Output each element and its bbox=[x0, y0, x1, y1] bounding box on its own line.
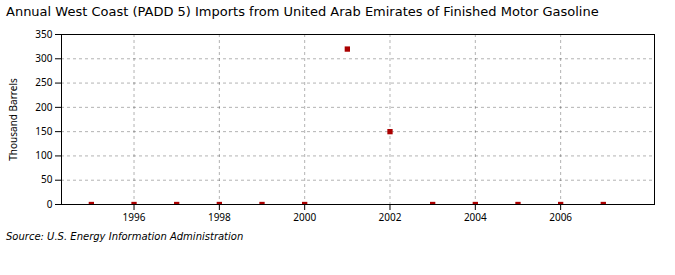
html-text:Annual West Coast (PADD 5) Imp: Annual West Coast (PADD 5) Imports from … bbox=[6, 4, 599, 19]
svg-text:2000: 2000 bbox=[293, 209, 316, 223]
svg-text:50: 50 bbox=[41, 172, 53, 186]
svg-text:2006: 2006 bbox=[549, 209, 572, 223]
svg-text:200: 200 bbox=[35, 99, 52, 113]
svg-text:1998: 1998 bbox=[208, 209, 231, 223]
html-text:Source: U.S. Energy Informatio: Source: U.S. Energy Information Administ… bbox=[6, 230, 244, 242]
svg-text:2004: 2004 bbox=[464, 209, 487, 223]
svg-text:350: 350 bbox=[35, 26, 52, 40]
svg-text:0: 0 bbox=[47, 196, 53, 210]
svg-text:2002: 2002 bbox=[379, 209, 402, 223]
svg-text:1996: 1996 bbox=[123, 209, 146, 223]
svg-text:100: 100 bbox=[35, 148, 52, 162]
svg-text:300: 300 bbox=[35, 51, 52, 65]
svg-text:250: 250 bbox=[35, 75, 52, 89]
svg-text:Thousand Barrels: Thousand Barrels bbox=[6, 78, 20, 161]
svg-text:150: 150 bbox=[35, 123, 52, 137]
